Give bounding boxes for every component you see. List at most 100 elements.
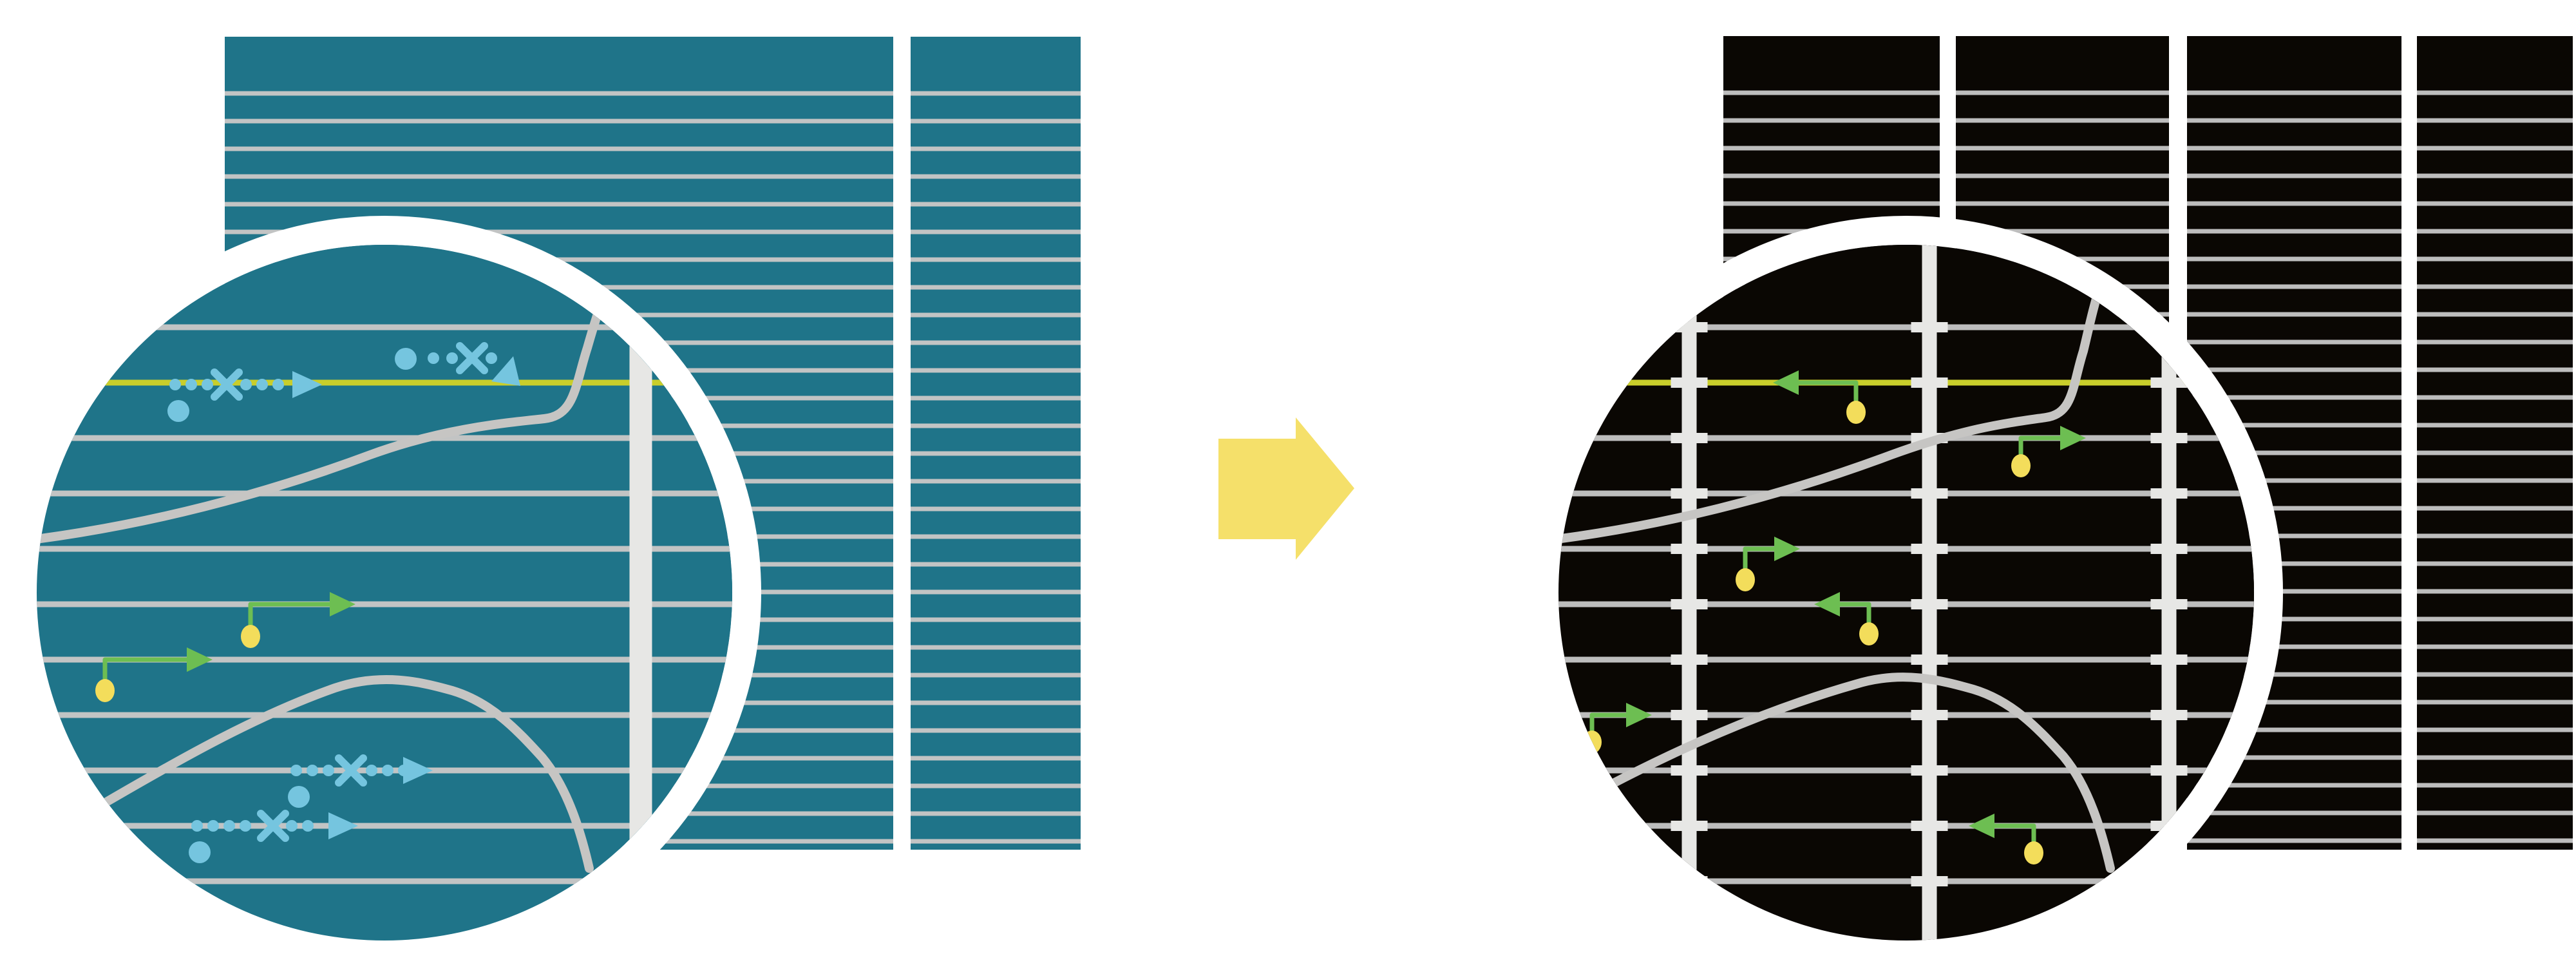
finger-line [911,368,1081,373]
finger-line [2417,367,2573,372]
magnified-finger-line [37,435,732,441]
electron-trail-dot [428,352,439,364]
finger-line [2417,339,2573,345]
finger-line [2187,395,2401,400]
electron-trail-dot [446,352,458,364]
finger-line [2417,312,2573,317]
solder-pad [1911,765,1948,776]
electron-trail-dot [256,379,268,390]
finger-line [911,423,1081,428]
electron-trail-dot [302,820,314,832]
finger-line [2187,700,2401,705]
left-magnifier [8,216,761,969]
finger-line [2417,118,2573,123]
carrier-dot [2011,454,2031,477]
carrier-dot [1859,622,1879,645]
finger-line [1723,90,1940,95]
electron-long-path [167,368,322,422]
solder-pad [1911,710,1948,720]
finger-line [2417,672,2573,677]
finger-line [2417,561,2573,566]
recombination-x-icon [456,342,488,374]
solder-pad [1671,710,1708,720]
finger-line [911,451,1081,456]
finger-line [2187,423,2401,428]
carrier-arrowhead-icon [2060,426,2086,450]
carrier-short-path [1736,537,1800,591]
finger-line [225,146,893,151]
electron-trail-dot [272,379,284,390]
carrier-arrowhead-icon [187,647,213,672]
carrier-dot [95,679,115,702]
finger-line [2187,312,2401,317]
carrier-dot [2024,841,2043,864]
solder-pad [1911,544,1948,554]
finger-line [225,174,893,179]
electron-dot [167,400,189,422]
carrier-arrowhead-icon [1773,370,1799,395]
electron-arrowhead-icon [491,356,520,386]
finger-line [2187,229,2401,234]
magnified-finger-line [1558,435,2254,441]
finger-line [2187,644,2401,649]
magnified-finger-line [37,656,732,663]
solder-pad [1671,821,1708,831]
magnified-finger-line [1558,656,2254,663]
finger-line [2187,783,2401,788]
finger-line [2417,838,2573,843]
electron-dot [288,786,310,808]
finger-line [911,700,1081,705]
finger-line [2417,589,2573,594]
solder-pad [1671,654,1708,665]
grain-boundary-curve [99,675,594,873]
busbar-wire [1922,245,1937,941]
finger-line [225,91,893,96]
finger-line [2417,755,2573,760]
carrier-arrowhead-icon [1774,537,1800,561]
solder-pad [2150,488,2188,499]
electron-trail-dot [169,379,181,390]
finger-line [2417,173,2573,178]
finger-line [2417,395,2573,400]
electron-arrowhead-icon [403,757,433,784]
finger-line [911,562,1081,567]
magnifier-inner-background [1558,245,2254,941]
recombination-x-icon [335,754,367,787]
finger-line [911,174,1081,179]
solder-pad [2150,654,2188,665]
electron-trail-dot [240,820,251,832]
finger-line [2417,700,2573,705]
right-cell-panel-column-4 [2417,36,2573,850]
finger-line [911,645,1081,650]
finger-line [2417,533,2573,539]
magnified-finger-line [1558,546,2254,552]
electron-long-path [288,754,433,808]
carrier-short-path [241,592,355,648]
finger-line [911,479,1081,484]
electron-long-path [395,342,520,386]
finger-line [2187,256,2401,262]
finger-line [2187,810,2401,816]
solder-pad [2150,433,2188,443]
recombination-x-icon [257,810,289,842]
finger-line [2187,561,2401,566]
solder-pad [1671,488,1708,499]
solder-pad [1911,377,1948,388]
finger-line [911,340,1081,345]
solder-pad [1671,377,1708,388]
carrier-dot [1736,568,1755,591]
finger-line [1723,146,1940,151]
finger-line [1956,90,2169,95]
finger-line [2187,90,2401,95]
finger-line [2187,672,2401,677]
electron-arrowhead-icon [328,812,358,839]
finger-line [2187,339,2401,345]
finger-line [2417,90,2573,95]
carrier-short-path [1969,814,2043,864]
right-magnifier [1530,216,2283,969]
electron-dot [395,348,417,370]
finger-line [911,91,1081,96]
finger-line [2187,146,2401,151]
